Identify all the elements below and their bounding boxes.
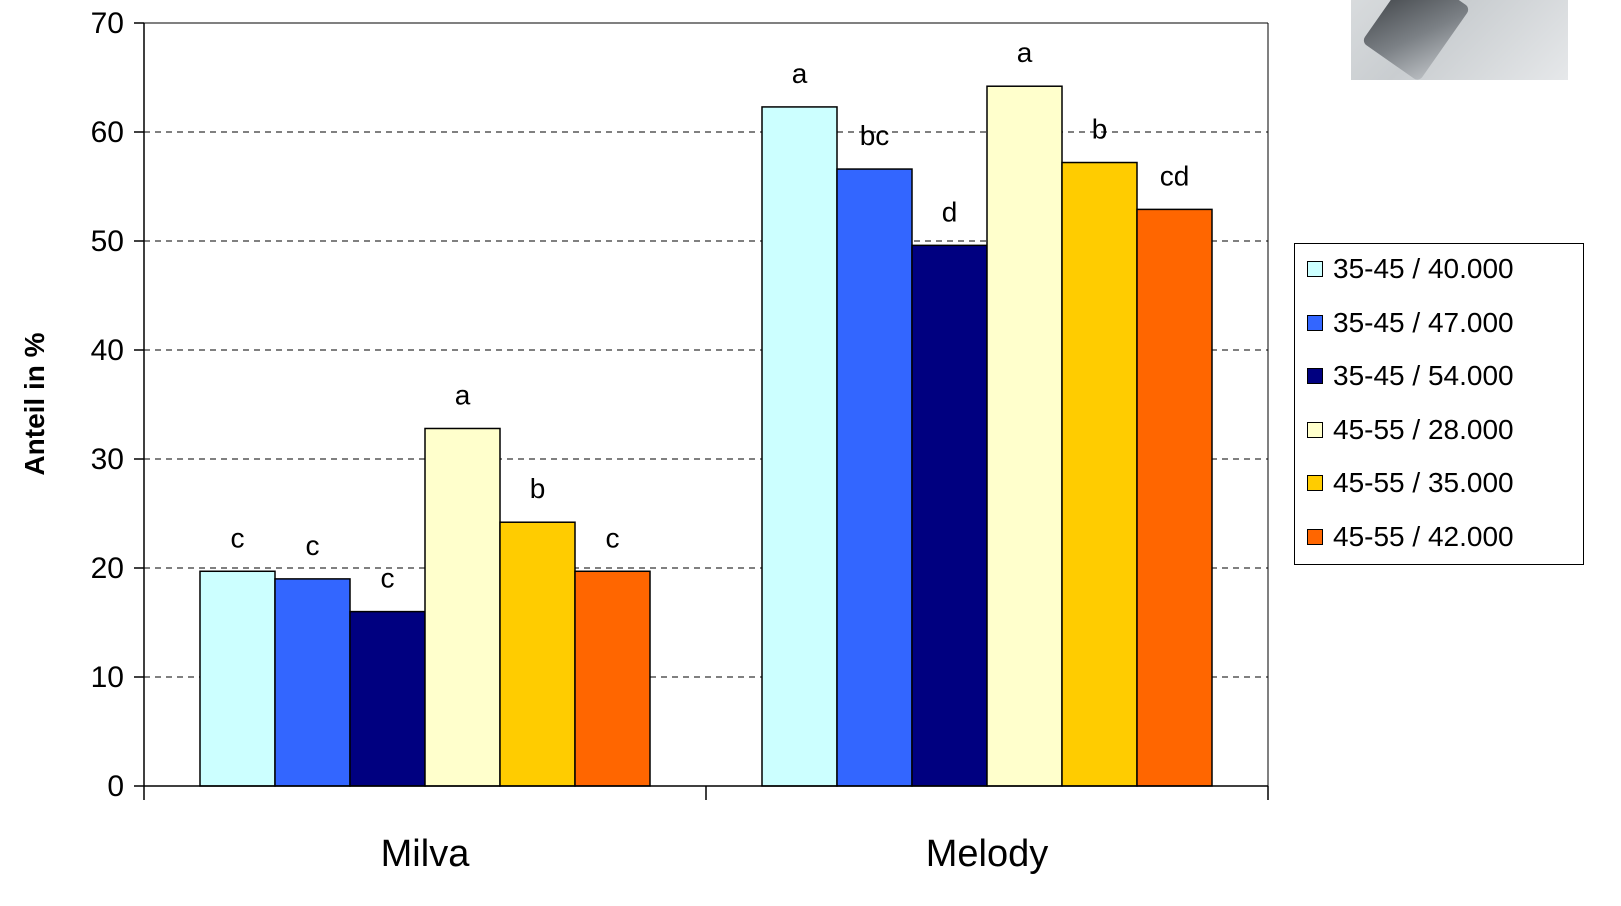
y-tick-label: 60 (91, 116, 124, 149)
legend-swatch (1307, 368, 1323, 384)
bar (1136, 208, 1213, 787)
y-tick-labels: 0 10 20 30 40 50 60 70 (91, 7, 144, 803)
bar (761, 106, 838, 787)
bar (836, 168, 913, 787)
legend-swatch (1307, 475, 1323, 491)
bar-significance-label: c (306, 530, 320, 561)
legend-swatch (1307, 314, 1323, 331)
bar (499, 521, 576, 787)
legend-label: 35-45 / 47.000 (1333, 306, 1514, 338)
x-category-label: Melody (926, 833, 1049, 875)
bar (199, 570, 276, 787)
legend-item: 35-45 / 47.000 (1307, 306, 1514, 338)
bar-significance-label: c (231, 522, 245, 553)
legend-item: 35-45 / 40.000 (1307, 253, 1514, 284)
y-tick-label: 30 (91, 443, 124, 476)
bar-significance-label: b (1092, 114, 1108, 145)
legend-swatch (1307, 261, 1323, 277)
bar-significance-label: bc (860, 120, 890, 151)
bar (424, 427, 501, 787)
bar-significance-label: a (455, 379, 471, 410)
bar (986, 85, 1063, 787)
photo-thumbnail (1351, 0, 1568, 80)
bar-significance-label: a (792, 58, 808, 89)
y-tick-label: 70 (91, 7, 124, 40)
legend-label: 45-55 / 28.000 (1333, 413, 1514, 445)
y-tick-label: 20 (91, 552, 124, 585)
bar (349, 610, 426, 787)
legend-label: 45-55 / 42.000 (1333, 520, 1514, 552)
legend-label: 45-55 / 35.000 (1333, 467, 1514, 498)
bar (274, 578, 351, 787)
legend-item: 45-55 / 42.000 (1307, 520, 1514, 552)
legend: 35-45 / 40.000 35-45 / 47.000 35-45 / 54.0… (1294, 243, 1584, 565)
legend-swatch (1307, 421, 1323, 438)
bar (1061, 161, 1138, 787)
y-tick-label: 40 (91, 334, 124, 367)
legend-swatch (1307, 528, 1323, 545)
y-tick-label: 50 (91, 225, 124, 258)
legend-item: 45-55 / 28.000 (1307, 413, 1514, 445)
y-tick-label: 10 (91, 661, 124, 694)
bar-significance-label: b (530, 473, 546, 504)
bar (574, 570, 651, 787)
bar-significance-label: a (1017, 37, 1033, 68)
bar-significance-label: c (606, 522, 620, 553)
bars-group (199, 85, 1213, 787)
legend-item: 45-55 / 35.000 (1307, 467, 1514, 498)
legend-label: 35-45 / 40.000 (1333, 253, 1514, 284)
legend-item: 35-45 / 54.000 (1307, 360, 1514, 391)
legend-label: 35-45 / 54.000 (1333, 360, 1514, 391)
x-tick-labels: Milva Melody (143, 786, 1269, 875)
x-category-label: Milva (381, 833, 471, 875)
bar-significance-label: d (942, 196, 958, 227)
bar-significance-label: cd (1160, 160, 1190, 191)
y-axis-title: Anteil in % (19, 332, 50, 475)
y-tick-label: 0 (107, 770, 124, 803)
bar-significance-label: c (381, 563, 395, 594)
bar (911, 244, 988, 787)
